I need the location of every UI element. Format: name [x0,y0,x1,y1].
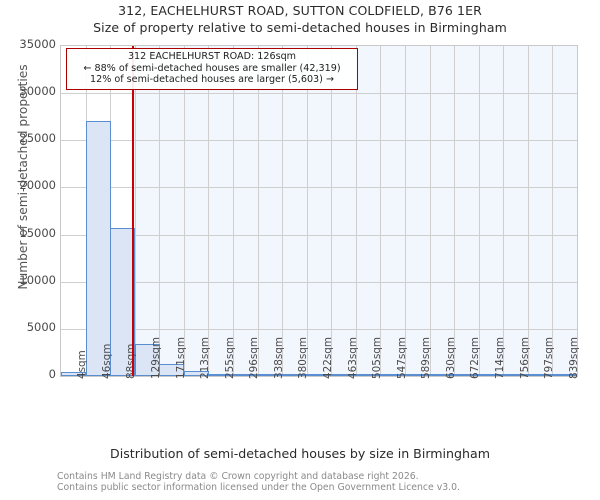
histogram-bar [233,374,258,376]
y-axis-tick: 30000 [19,84,56,99]
histogram-bar [552,374,577,376]
gridline [208,46,209,376]
attribution-footer: Contains HM Land Registry data © Crown c… [57,471,577,493]
histogram-bar [110,227,135,376]
histogram-bar [503,374,528,376]
histogram-bar [159,364,184,376]
x-axis-tick: 171sqm [175,337,187,379]
footer-line-1: Contains HM Land Registry data © Crown c… [57,471,419,482]
x-axis-tick: 547sqm [396,337,408,379]
x-axis-tick: 589sqm [420,337,432,379]
gridline [135,46,136,376]
x-axis-tick: 422sqm [322,337,334,379]
x-axis-tick: 255sqm [224,337,236,379]
gridline [307,46,308,376]
gridline [184,46,185,376]
gridline [159,46,160,376]
x-axis-tick: 630sqm [445,337,457,379]
histogram-bar [405,374,430,376]
gridline [405,46,406,376]
x-axis-tick: 797sqm [543,337,555,379]
y-axis-tick-labels: 0 5000 10000 15000 20000 25000 30000 35000 [0,0,56,500]
x-axis-tick: 839sqm [568,337,580,379]
histogram-bar [380,374,405,376]
histogram-bar [331,374,356,376]
y-axis-tick: 15000 [19,225,56,240]
histogram-bar [282,374,307,376]
y-axis-tick: 25000 [19,131,56,146]
gridline [282,46,283,376]
gridline [430,46,431,376]
x-axis-tick: 213sqm [199,337,211,379]
gridline [479,46,480,376]
x-axis-title: Distribution of semi-detached houses by … [110,446,490,461]
gridline [61,93,577,95]
gridline [552,46,553,376]
x-axis-tick: 505sqm [371,337,383,379]
x-axis-tick: 129sqm [150,337,162,379]
histogram-bar [61,372,86,376]
gridline [380,46,381,376]
gridline [528,46,529,376]
x-axis-tick: 4sqm [76,350,88,379]
annotation-box: 312 EACHELHURST ROAD: 126sqm ← 88% of se… [66,48,358,90]
chart-title-address: 312, EACHELHURST ROAD, SUTTON COLDFIELD,… [118,3,482,18]
x-axis-tick: 380sqm [297,337,309,379]
gridline [258,46,259,376]
x-axis-tick: 296sqm [248,337,260,379]
histogram-bar [454,374,479,376]
chart-subtitle: Size of property relative to semi-detach… [93,20,507,35]
y-axis-tick: 20000 [19,178,56,193]
y-axis-tick: 0 [48,367,56,381]
plot-area [60,45,578,377]
histogram-bar [86,121,111,376]
x-axis-tick: 338sqm [273,337,285,379]
footer-line-2: Contains public sector information licen… [57,482,460,493]
x-axis-tick-labels: 4sqm 46sqm 88sqm 129sqm 171sqm 213sqm 255sqm 29… [60,337,580,445]
y-axis-tick: 10000 [19,272,56,287]
y-axis-title: Number of semi-detached properties [16,64,30,290]
histogram-bar [184,371,209,376]
y-axis-tick: 35000 [19,37,56,51]
property-size-marker-line [132,46,135,376]
x-axis-tick: 46sqm [101,343,113,379]
gridline [61,328,577,330]
x-axis-tick: 714sqm [494,337,506,379]
annotation-line-larger: 12% of semi-detached houses are larger (… [90,74,334,86]
y-axis-tick: 5000 [26,319,56,334]
gridline [61,281,577,283]
gridline [503,46,504,376]
annotation-line-smaller: ← 88% of semi-detached houses are smalle… [83,62,341,74]
gridline [61,234,577,236]
histogram-bar [135,343,160,376]
histogram-bar [208,374,233,376]
x-axis-tick: 88sqm [125,343,137,379]
annotation-line-address: 312 EACHELHURST ROAD: 126sqm [127,51,297,62]
x-axis-tick: 672sqm [469,337,481,379]
x-axis-tick: 756sqm [519,337,531,379]
gridline [356,46,357,376]
gridline [331,46,332,376]
gridline [454,46,455,376]
larger-region-shading [132,46,577,376]
gridline [61,187,577,189]
gridline [233,46,234,376]
gridline [61,140,577,142]
x-axis-tick: 463sqm [347,337,359,379]
